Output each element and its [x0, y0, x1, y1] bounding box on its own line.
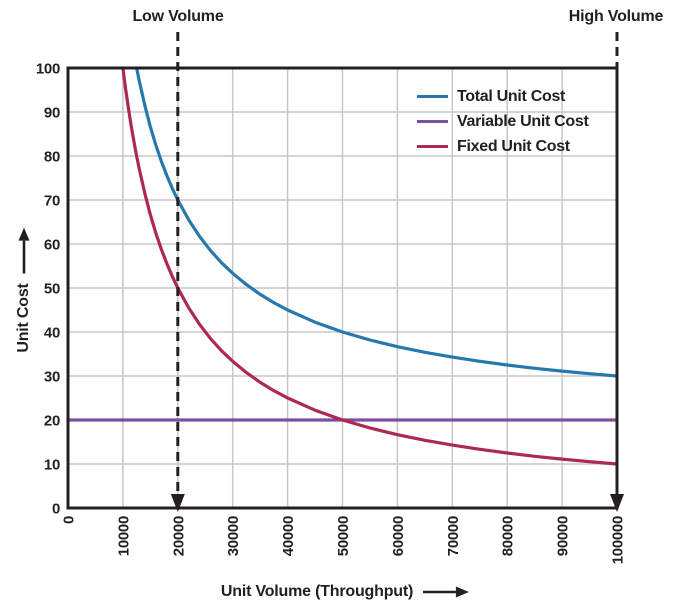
- y-axis-title: Unit Cost: [15, 227, 33, 353]
- y-axis-title-text: Unit Cost: [15, 283, 32, 353]
- y-tick-label: 10: [44, 457, 60, 474]
- series-line-fixed-unit-cost: [121, 66, 619, 466]
- up-arrow-icon: [18, 227, 30, 274]
- y-tick-label: 80: [44, 149, 60, 166]
- y-tick-label: 30: [44, 369, 60, 386]
- legend-label: Variable Unit Cost: [457, 112, 589, 130]
- legend-item-fixed-unit-cost: Fixed Unit Cost: [417, 134, 589, 159]
- legend-swatch: [417, 119, 448, 124]
- x-axis-title-text: Unit Volume (Throughput): [220, 583, 414, 600]
- x-tick-label: 30000: [225, 516, 242, 556]
- right-arrow-icon: [423, 586, 470, 598]
- x-tick-label: 80000: [500, 516, 517, 556]
- legend-label: Total Unit Cost: [457, 87, 566, 105]
- legend-item-variable-unit-cost: Variable Unit Cost: [417, 109, 589, 134]
- legend: Total Unit Cost Variable Unit Cost Fixed U…: [417, 84, 589, 159]
- series-line-total-unit-cost: [135, 66, 619, 378]
- x-tick-label: 20000: [170, 516, 187, 556]
- high-volume-label: High Volume: [568, 8, 664, 25]
- y-tick-label: 20: [44, 413, 60, 430]
- x-tick-label: 10000: [115, 516, 132, 556]
- y-tick-label: 0: [52, 501, 60, 518]
- y-tick-label: 50: [44, 281, 60, 298]
- y-tick-label: 70: [44, 193, 60, 210]
- legend-label: Fixed Unit Cost: [457, 137, 570, 155]
- x-tick-label: 0: [61, 516, 78, 524]
- legend-item-total-unit-cost: Total Unit Cost: [417, 84, 589, 109]
- y-tick-label: 40: [44, 325, 60, 342]
- low-volume-label: Low Volume: [132, 8, 224, 25]
- y-tick-label: 100: [36, 61, 60, 78]
- x-tick-label: 40000: [280, 516, 297, 556]
- legend-swatch: [417, 94, 448, 99]
- y-tick-label: 90: [44, 105, 60, 122]
- x-tick-label: 100000: [610, 516, 627, 564]
- x-tick-label: 90000: [555, 516, 572, 556]
- x-tick-label: 60000: [390, 516, 407, 556]
- y-tick-label: 60: [44, 237, 60, 254]
- annotation-arrowhead-high-volume: [610, 494, 624, 512]
- x-tick-label: 50000: [335, 516, 352, 556]
- x-tick-label: 70000: [445, 516, 462, 556]
- annotation-arrowhead-low-volume: [170, 494, 185, 512]
- x-axis-title: Unit Volume (Throughput): [220, 583, 470, 601]
- legend-swatch: [417, 144, 448, 149]
